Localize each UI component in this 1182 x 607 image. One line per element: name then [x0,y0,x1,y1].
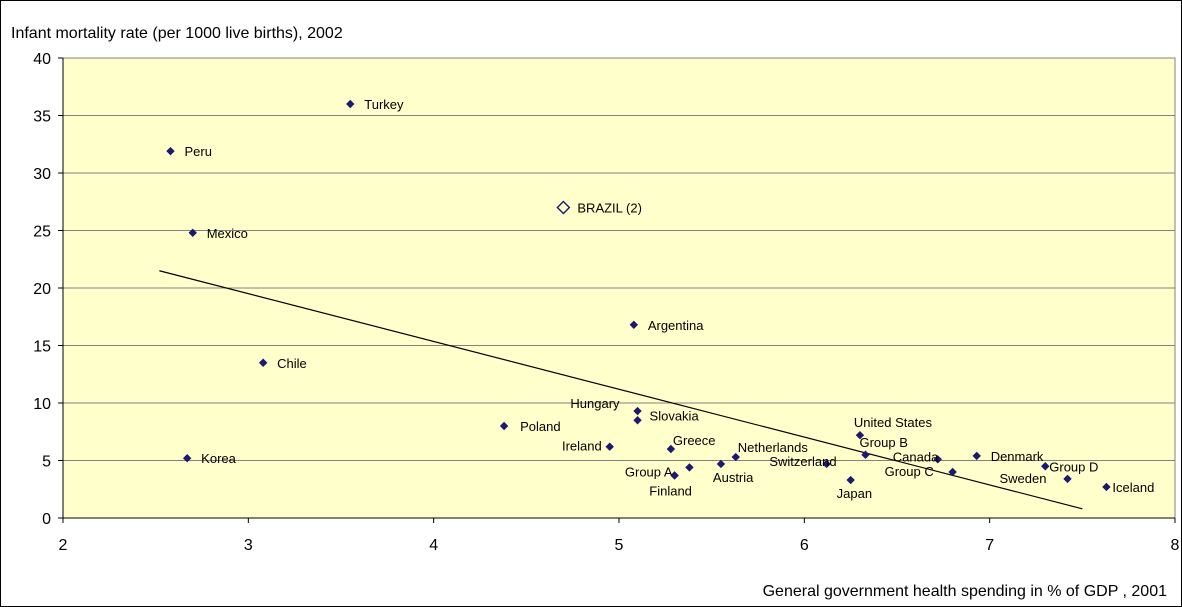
scatter-point [188,228,197,238]
x-tick-label: 3 [244,537,253,554]
x-tick-label: 7 [985,537,994,554]
y-tick-label: 15 [33,339,51,356]
point-label: Turkey [364,97,404,112]
point-label: Canada [893,449,939,464]
point-label: Greece [673,433,716,448]
scatter-point [346,99,355,109]
point-label: Netherlands [738,440,809,455]
scatter-point [846,475,855,485]
point-label: Korea [201,451,236,466]
scatter-point [182,453,192,463]
x-tick-label: 2 [59,537,68,554]
point-label: Group A [625,464,673,479]
point-label: Mexico [207,226,248,241]
y-tick-label: 40 [33,51,51,68]
scatter-point [861,450,870,459]
point-label: BRAZIL (2) [577,201,642,216]
point-label: Hungary [570,396,620,411]
point-label: Austria [713,470,754,485]
scatter-point [556,200,571,215]
x-tick-label: 8 [1171,537,1180,554]
y-tick-label: 20 [33,281,51,298]
point-label: Ireland [562,439,602,454]
y-tick-label: 5 [42,454,51,471]
point-label: Poland [520,419,560,434]
scatter-point [685,463,694,472]
point-label: Group D [1049,459,1098,474]
scatter-point [670,471,679,480]
scatter-point [731,452,740,462]
scatter-point [633,416,642,425]
scatter-point [166,146,175,156]
point-label: Sweden [1000,471,1047,486]
scatter-point [1041,462,1050,471]
x-axis-title: General government health spending in % … [762,583,1167,600]
point-label: Slovakia [650,408,700,423]
point-label: Chile [277,356,307,371]
scatter-point [1102,482,1111,492]
y-tick-label: 30 [33,166,51,183]
y-tick-label: 35 [33,109,51,126]
point-label: Denmark [991,449,1044,464]
scatter-point [666,444,676,454]
scatter-point [972,451,981,461]
scatter-point [499,421,509,431]
point-label: Japan [837,486,872,501]
point-label: Group C [885,464,934,479]
scatter-point [933,455,942,464]
scatter-point [1063,474,1072,484]
scatter-point [633,406,642,416]
point-label: United States [854,415,933,430]
point-label: Switzerland [769,454,836,469]
point-label: Group B [859,435,907,450]
x-tick-label: 5 [615,537,624,554]
x-tick-label: 6 [800,537,809,554]
x-tick-label: 4 [429,537,438,554]
scatter-point [629,320,639,330]
scatter-point [716,459,726,469]
point-label: Peru [184,144,211,159]
scatter-point [605,442,614,451]
scatter-point [948,467,957,477]
point-label: Finland [649,483,692,498]
scatter-point [258,358,268,367]
y-tick-label: 10 [33,396,51,413]
scatter-point [855,430,865,440]
y-axis-title: Infant mortality rate (per 1000 live bir… [11,25,343,42]
point-label: Iceland [1112,480,1154,495]
trendline [159,270,1083,510]
y-tick-label: 0 [42,511,51,528]
point-label: Argentina [648,318,704,333]
scatter-point [822,459,831,469]
y-tick-label: 25 [33,224,51,241]
